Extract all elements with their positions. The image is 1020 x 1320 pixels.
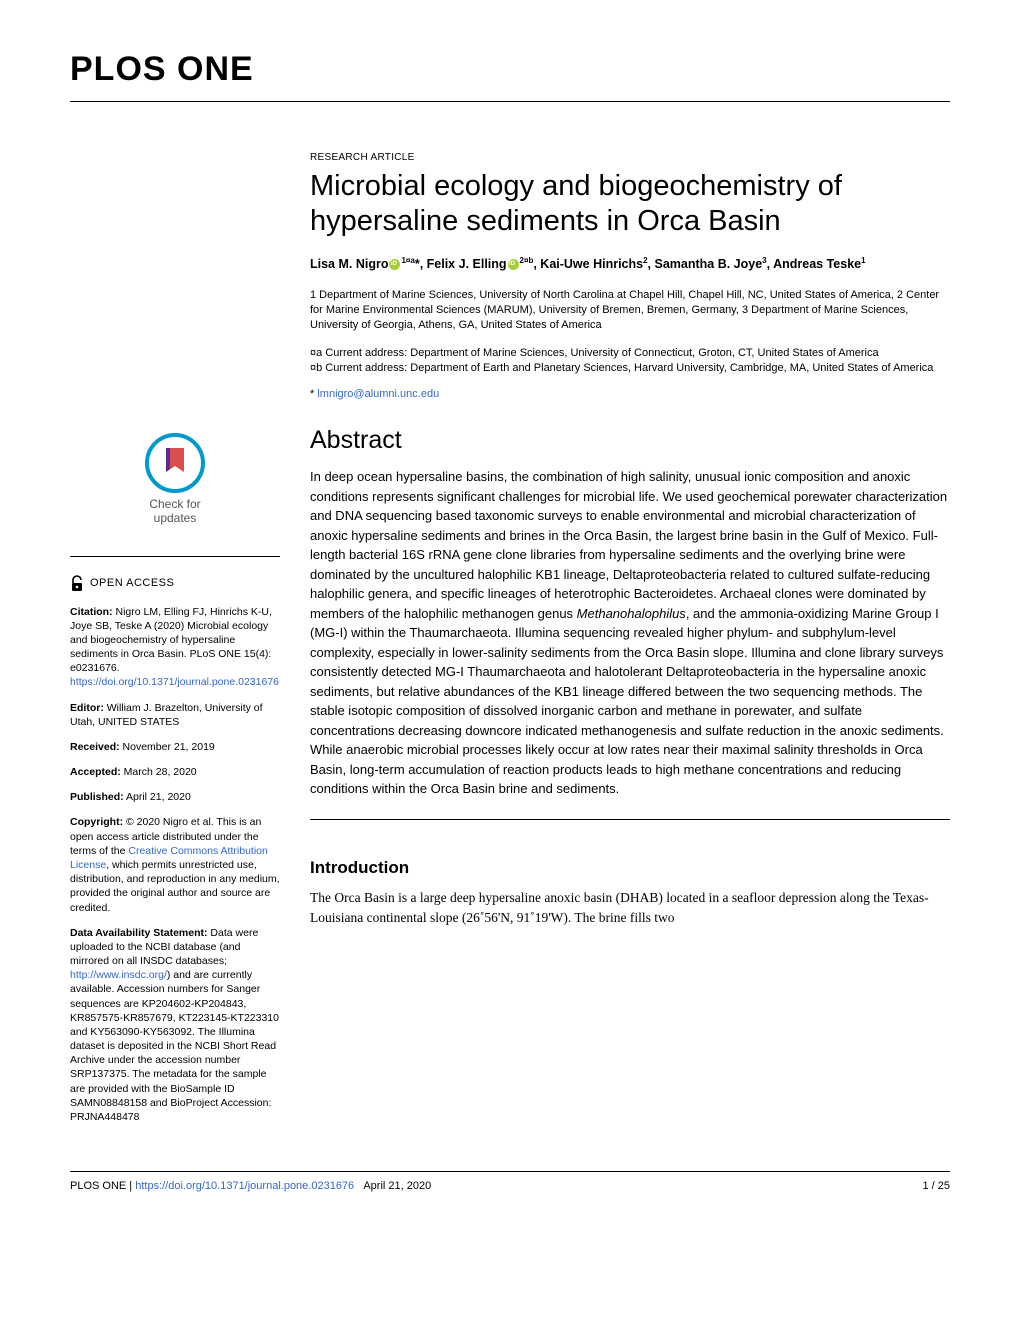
check-updates-line2: updates (154, 511, 197, 525)
accepted-text: March 28, 2020 (121, 766, 197, 778)
introduction-heading: Introduction (310, 858, 950, 878)
received-label: Received: (70, 741, 120, 753)
accepted-label: Accepted: (70, 766, 121, 778)
editor-block: Editor: William J. Brazelton, University… (70, 701, 280, 729)
current-address-a: ¤a Current address: Department of Marine… (310, 346, 950, 361)
copyright-block: Copyright: © 2020 Nigro et al. This is a… (70, 815, 280, 914)
citation-block: Citation: Nigro LM, Elling FJ, Hinrichs … (70, 605, 280, 690)
corresponding-email-link[interactable]: lmnigro@alumni.unc.edu (317, 388, 439, 400)
data-availability-text2: ) and are currently available. Accession… (70, 969, 279, 1123)
published-label: Published: (70, 791, 124, 803)
open-lock-icon (70, 575, 84, 593)
footer-doi-link[interactable]: https://doi.org/10.1371/journal.pone.023… (135, 1180, 354, 1192)
section-divider (310, 819, 950, 820)
page-footer: PLOS ONE | https://doi.org/10.1371/journ… (70, 1171, 950, 1192)
open-access-badge: OPEN ACCESS (70, 575, 280, 593)
article-title: Microbial ecology and biogeochemistry of… (310, 169, 950, 239)
citation-label: Citation: (70, 606, 113, 618)
published-block: Published: April 21, 2020 (70, 790, 280, 804)
footer-journal: PLOS ONE | (70, 1180, 135, 1192)
sidebar-divider (70, 556, 280, 557)
check-updates-line1: Check for (149, 497, 200, 511)
crossmark-icon (144, 432, 206, 494)
abstract-part2: , and the ammonia-oxidizing Marine Group… (310, 606, 944, 797)
main-content: RESEARCH ARTICLE Microbial ecology and b… (310, 152, 950, 1135)
abstract-heading: Abstract (310, 426, 950, 455)
abstract-part1: In deep ocean hypersaline basins, the co… (310, 469, 947, 621)
journal-name: PLOS ONE (70, 50, 950, 102)
article-type: RESEARCH ARTICLE (310, 152, 950, 163)
author-list: Lisa M. Nigro1¤a*, Felix J. Elling2¤b, K… (310, 255, 950, 274)
copyright-label: Copyright: (70, 816, 123, 828)
editor-label: Editor: (70, 702, 104, 714)
affiliations: 1 Department of Marine Sciences, Univers… (310, 288, 950, 334)
corresponding-author: * lmnigro@alumni.unc.edu (310, 388, 950, 400)
sidebar: Check for updates OPEN ACCESS Citation: … (70, 152, 280, 1135)
citation-doi-link[interactable]: https://doi.org/10.1371/journal.pone.023… (70, 676, 279, 688)
current-addresses: ¤a Current address: Department of Marine… (310, 346, 950, 377)
received-block: Received: November 21, 2019 (70, 740, 280, 754)
accepted-block: Accepted: March 28, 2020 (70, 765, 280, 779)
data-availability-label: Data Availability Statement: (70, 927, 208, 939)
current-address-b: ¤b Current address: Department of Earth … (310, 361, 950, 376)
abstract-italic-term: Methanohalophilus (577, 606, 686, 621)
footer-date: April 21, 2020 (363, 1180, 431, 1192)
received-text: November 21, 2019 (120, 741, 215, 753)
footer-page-number: 1 / 25 (922, 1180, 950, 1192)
introduction-text: The Orca Basin is a large deep hypersali… (310, 888, 950, 929)
check-for-updates-button[interactable]: Check for updates (70, 432, 280, 526)
open-access-label: OPEN ACCESS (90, 576, 174, 591)
abstract-text: In deep ocean hypersaline basins, the co… (310, 467, 950, 799)
data-availability-block: Data Availability Statement: Data were u… (70, 926, 280, 1124)
published-text: April 21, 2020 (124, 791, 191, 803)
insdc-link[interactable]: http://www.insdc.org/ (70, 969, 167, 981)
